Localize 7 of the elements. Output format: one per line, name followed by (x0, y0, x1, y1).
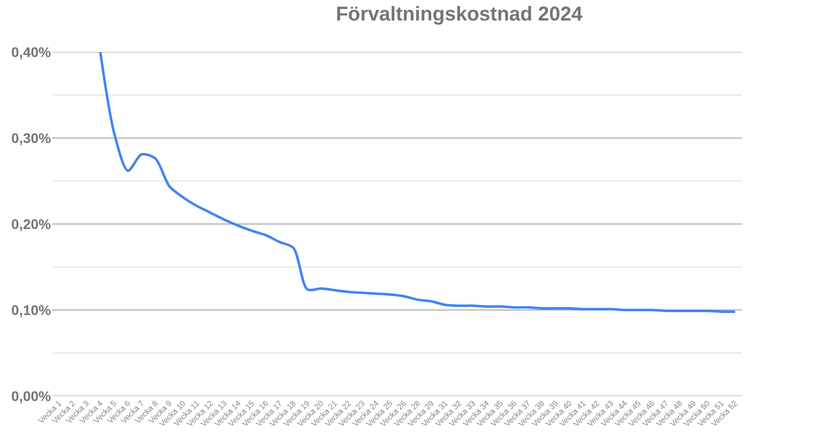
y-tick-label: 0,00% (11, 388, 52, 404)
y-tick-label: 0,10% (11, 302, 52, 318)
chart-title: Förvaltningskostnad 2024 (336, 4, 584, 26)
y-tick-label: 0,40% (11, 44, 52, 60)
y-tick-label: 0,20% (11, 216, 52, 232)
y-tick-label: 0,30% (11, 130, 52, 146)
line-series (99, 52, 736, 314)
